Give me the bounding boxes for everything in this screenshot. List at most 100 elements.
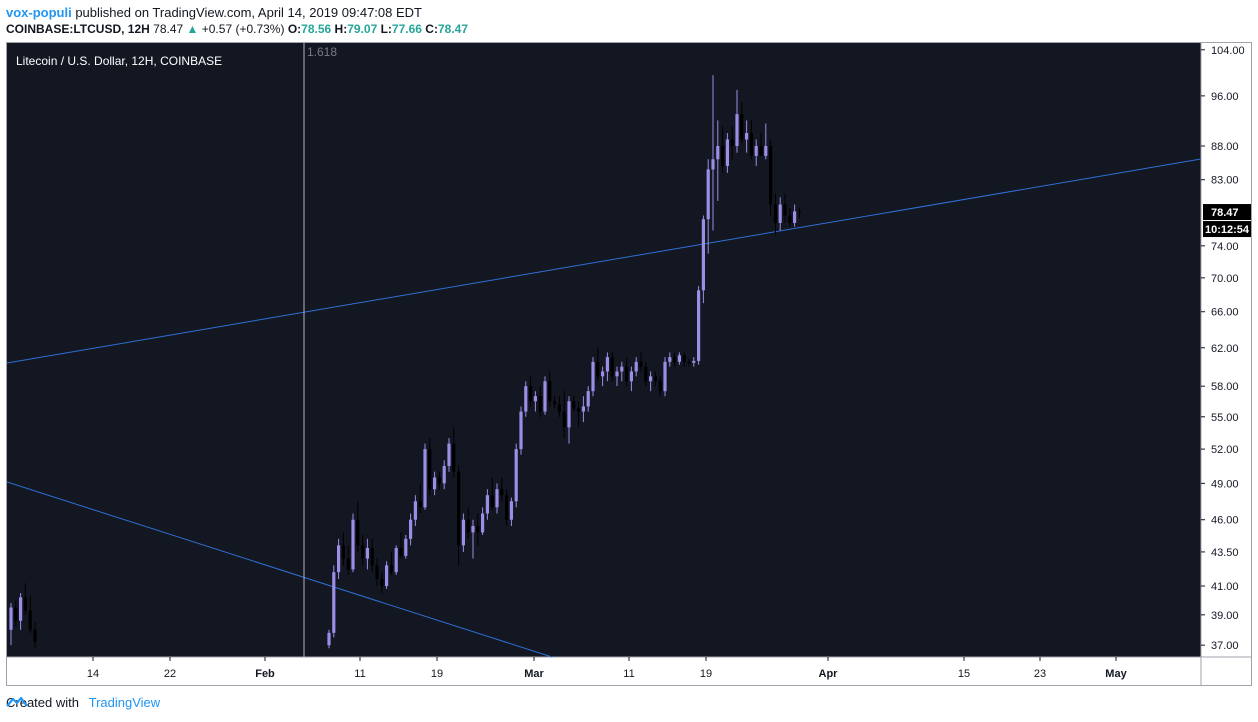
candle-body <box>649 376 653 382</box>
candle <box>591 357 595 397</box>
high-value: 79.07 <box>347 22 378 36</box>
candle-body <box>548 381 552 402</box>
candle-body <box>701 219 705 291</box>
candle-body <box>581 406 585 412</box>
candle <box>773 193 777 235</box>
price-tick-label: 55.00 <box>1211 412 1239 424</box>
candle-body <box>380 579 384 587</box>
candle-body <box>629 371 633 382</box>
price-chart[interactable]: 1.618 Litecoin / U.S. Dollar, 12H, COINB… <box>7 43 1251 685</box>
candle-body <box>509 501 513 520</box>
candle <box>586 386 590 412</box>
candle <box>721 126 725 173</box>
candle <box>399 532 403 559</box>
candle <box>428 438 432 496</box>
price-axis[interactable]: 104.00 96.00 88.00 83.00 74.00 70.00 66.00 62.0… <box>1201 45 1245 652</box>
falling-trendline[interactable] <box>7 481 553 658</box>
candle-body <box>788 215 792 223</box>
candle-body <box>433 477 437 490</box>
candle-body <box>524 386 528 412</box>
tradingview-brand-link[interactable]: TradingView <box>88 695 161 710</box>
time-tick-label: Mar <box>524 668 544 680</box>
candle <box>788 208 792 227</box>
time-tick-label: 19 <box>431 668 443 680</box>
trendline-layer[interactable] <box>7 158 1202 658</box>
candle-body <box>327 632 331 646</box>
candle-body <box>793 211 797 223</box>
candle <box>457 465 461 566</box>
candle <box>581 396 585 423</box>
candle <box>644 361 648 387</box>
candle <box>663 357 667 397</box>
chart-header: vox-populi published on TradingView.com,… <box>6 4 1252 40</box>
candle <box>361 534 365 566</box>
candle <box>677 352 681 365</box>
candle-body <box>495 489 499 508</box>
candle-body <box>28 610 32 630</box>
countdown-label: 10:12:54 <box>1205 224 1250 236</box>
candle <box>327 629 331 649</box>
candle-body <box>663 361 667 392</box>
candle <box>533 391 537 412</box>
candle-body <box>471 526 475 533</box>
time-tick-label: 11 <box>354 668 365 680</box>
candle <box>577 401 581 428</box>
candle <box>466 507 470 539</box>
price-tick-label: 62.00 <box>1211 343 1239 355</box>
time-tick-label: Apr <box>819 668 839 680</box>
candle-body <box>769 146 773 205</box>
symbol-text: COINBASE:LTCUSD, 12H <box>6 22 150 36</box>
chart-pane[interactable] <box>7 43 1201 657</box>
candle-body <box>370 547 374 566</box>
candle-body <box>572 401 576 409</box>
candle <box>572 396 576 412</box>
time-axis[interactable]: 14 22 Feb 11 19 Mar 11 19 Apr 15 23 May <box>87 657 1128 680</box>
candle <box>337 538 341 580</box>
candle <box>437 471 441 490</box>
candle-body <box>19 597 23 621</box>
candle-body <box>577 408 581 412</box>
time-tick-label: May <box>1105 668 1127 680</box>
price-tick-label: 49.00 <box>1211 478 1239 490</box>
candle <box>433 471 437 496</box>
candle <box>375 558 379 587</box>
price-tick-label: 104.00 <box>1211 45 1245 57</box>
candle-body <box>687 361 691 363</box>
candle <box>418 483 422 514</box>
candle-body <box>447 443 451 466</box>
candle <box>668 352 672 367</box>
fib-label: 1.618 <box>307 45 337 59</box>
price-tick-label: 58.00 <box>1211 381 1239 393</box>
candle-body <box>601 371 605 377</box>
price-tick-label: 83.00 <box>1211 175 1239 187</box>
time-tick-label: Feb <box>255 668 275 680</box>
candle-body <box>14 607 18 621</box>
candle <box>783 193 787 223</box>
candle <box>673 352 677 367</box>
change-text: +0.57 (+0.73%) <box>201 22 285 36</box>
candle <box>495 483 499 514</box>
candle <box>365 538 369 570</box>
candle <box>605 352 609 382</box>
candle <box>649 371 653 392</box>
candle-body <box>653 376 657 382</box>
candle-body <box>485 495 489 514</box>
author-link[interactable]: vox-populi <box>6 5 72 20</box>
rising-trendline[interactable] <box>7 158 1202 364</box>
open-label: O: <box>287 22 302 36</box>
candle-body <box>745 133 749 140</box>
candle-body <box>543 381 547 412</box>
candle <box>341 532 345 566</box>
candle-body <box>418 501 422 508</box>
last-value: 78.47 <box>153 22 184 36</box>
candle-body <box>514 449 518 502</box>
price-tick-label: 46.00 <box>1211 515 1239 527</box>
candle <box>332 565 336 638</box>
candle <box>9 603 13 646</box>
candle <box>596 347 600 382</box>
candle <box>740 101 744 143</box>
chart-frame[interactable]: 1.618 Litecoin / U.S. Dollar, 12H, COINB… <box>6 42 1252 686</box>
candle <box>725 133 729 173</box>
candle <box>629 366 633 392</box>
candle <box>485 489 489 520</box>
